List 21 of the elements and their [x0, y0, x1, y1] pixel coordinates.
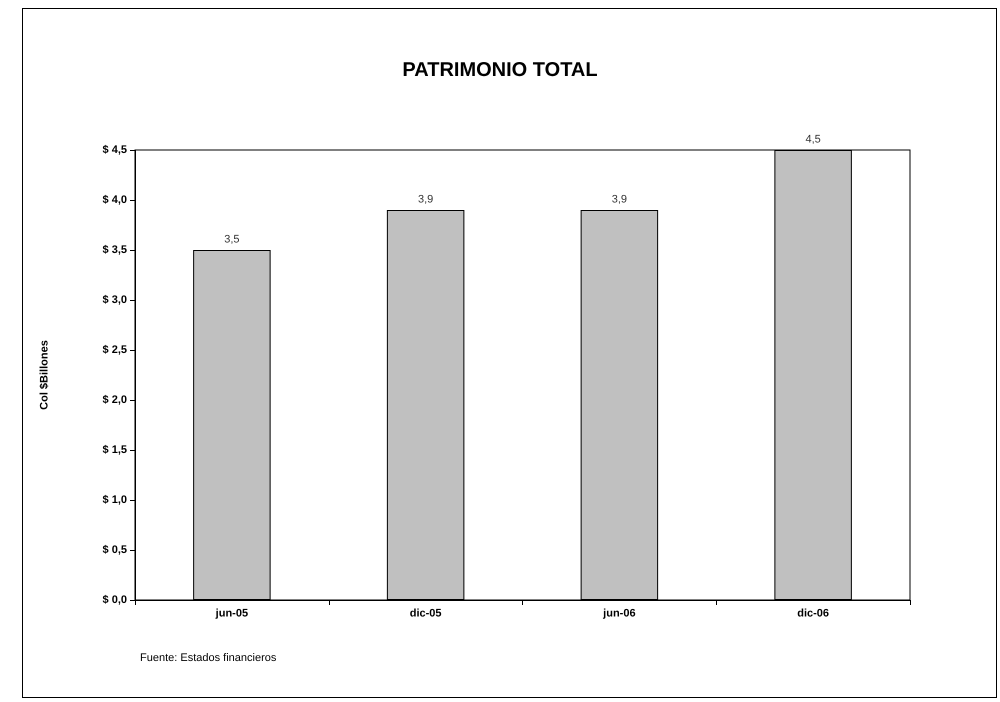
x-tick-label: jun-05	[214, 608, 248, 620]
data-label: 3,5	[224, 234, 240, 246]
y-tick-label: $ 1,5	[102, 444, 127, 456]
source-note: Fuente: Estados financieros	[140, 652, 276, 664]
x-tick-label: dic-06	[797, 608, 830, 620]
data-label: 3,9	[418, 194, 434, 206]
x-tick-label: jun-06	[602, 608, 636, 620]
chart-title: PATRIMONIO TOTAL	[402, 59, 598, 81]
y-tick-label: $ 0,5	[102, 544, 127, 556]
data-label: 3,9	[612, 194, 628, 206]
y-tick-label: $ 3,5	[102, 244, 127, 256]
y-axis-title: Col $Billones	[38, 340, 50, 410]
y-tick-label: $ 2,5	[102, 344, 127, 356]
x-tick-label: dic-05	[410, 608, 442, 620]
y-tick-label: $ 4,0	[102, 194, 127, 206]
data-label: 4,5	[805, 134, 821, 146]
y-tick-label: $ 3,0	[102, 294, 127, 306]
y-tick-label: $ 1,0	[102, 494, 127, 506]
y-tick-label: $ 0,0	[102, 594, 127, 606]
y-tick-label: $ 2,0	[102, 394, 127, 406]
y-tick-label: $ 4,5	[102, 144, 127, 156]
